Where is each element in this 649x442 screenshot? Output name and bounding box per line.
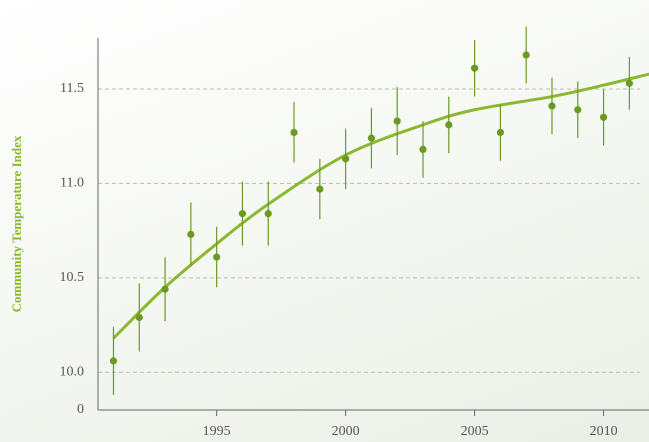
data-point: [316, 185, 324, 193]
data-point: [264, 210, 272, 218]
data-point: [135, 313, 143, 322]
y-tick-label: 10.0: [60, 364, 85, 379]
x-tick-label: 2005: [461, 424, 489, 439]
data-point: [522, 51, 530, 59]
data-point: [393, 117, 401, 125]
data-point: [419, 145, 427, 154]
fit-line: [112, 72, 649, 340]
data-point: [496, 128, 504, 137]
data-point: [342, 155, 350, 163]
y-tick-label: 10.5: [60, 270, 85, 285]
data-point: [213, 253, 221, 261]
x-tick-label: 2000: [332, 424, 360, 439]
data-point: [367, 134, 376, 142]
data-point: [470, 64, 479, 72]
data-point: [238, 210, 247, 218]
y-tick-label: 11.5: [60, 81, 84, 96]
data-point: [187, 230, 195, 238]
data-point: [445, 121, 453, 129]
axis-break-label: 0: [77, 402, 84, 417]
data-point: [161, 285, 169, 293]
x-tick-label: 2010: [590, 424, 618, 439]
x-tick-label: 1995: [203, 424, 231, 439]
y-tick-label: 11.0: [60, 176, 84, 191]
y-axis-label: Community Temperature Index: [9, 135, 24, 312]
data-point: [290, 128, 298, 137]
data-point: [574, 106, 582, 114]
data-point: [625, 79, 633, 87]
data-point: [548, 102, 556, 110]
data-point: [109, 357, 118, 365]
data-point: [599, 113, 608, 121]
